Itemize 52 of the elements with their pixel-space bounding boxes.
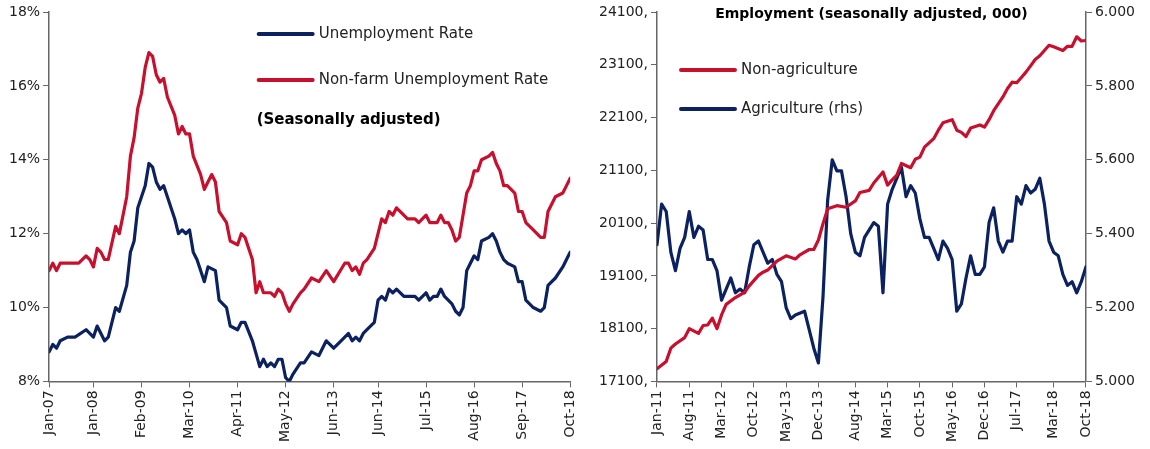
- y-tick-label: 20100,: [598, 213, 648, 230]
- y-tick-label: 21100,: [598, 160, 648, 177]
- chart-title: Employment (seasonally adjusted, 000): [715, 4, 1028, 21]
- x-tick-label: Mar-18: [1044, 390, 1061, 439]
- x-tick-label: Oct-15: [910, 390, 927, 438]
- x-tick-label: Aug-11: [679, 390, 696, 441]
- y2-tick-label: 5.000: [1094, 372, 1136, 389]
- y-tick-label: 18%: [8, 2, 41, 19]
- legend-label: Non-agriculture: [740, 59, 858, 78]
- x-tick-label: Sep-17: [512, 390, 529, 440]
- x-tick-label: Oct-18: [560, 390, 577, 438]
- x-tick-label: Mar-15: [878, 390, 895, 439]
- x-tick-label: May-12: [276, 390, 293, 443]
- y-tick-label: 10%: [8, 298, 41, 315]
- y-tick-label: 12%: [8, 224, 41, 241]
- y-tick-label: 14%: [8, 150, 41, 167]
- x-tick-label: Dec-16: [975, 390, 992, 441]
- y-tick-label: 23100,: [598, 55, 648, 72]
- y-tick-label: 24100,: [598, 2, 648, 19]
- legend-label: Unemployment Rate: [318, 23, 474, 42]
- x-tick-label: Mar-12: [712, 390, 729, 439]
- x-tick-label: May-16: [942, 390, 959, 443]
- y-tick-label: 22100,: [598, 108, 648, 125]
- x-tick-label: Jul-17: [1007, 390, 1024, 432]
- legend-label: Non-farm Unemployment Rate: [318, 69, 549, 88]
- x-tick-label: Oct-12: [744, 390, 761, 438]
- x-tick-label: Jun-14: [368, 390, 385, 437]
- x-tick-label: Apr-11: [228, 390, 245, 437]
- y-tick-label: 18100,: [598, 319, 648, 336]
- x-tick-label: Jan-11: [647, 390, 664, 436]
- x-tick-label: Jun-13: [324, 390, 341, 437]
- y-tick-label: 17100,: [598, 372, 648, 389]
- x-tick-label: Dec-13: [809, 390, 826, 441]
- y2-tick-label: 5.800: [1094, 76, 1136, 93]
- text: (Seasonally adjusted): [256, 109, 441, 128]
- y2-tick-label: 6.000: [1094, 2, 1136, 19]
- x-tick-label: Jan-08: [84, 390, 101, 436]
- x-tick-label: Jan-07: [39, 390, 56, 436]
- y-tick-label: 16%: [8, 76, 41, 93]
- x-tick-label: Feb-09: [132, 390, 149, 439]
- x-tick-label: Jul-15: [416, 390, 433, 432]
- x-tick-label: Aug-16: [464, 390, 481, 441]
- x-tick-label: May-13: [776, 390, 793, 443]
- x-tick-label: Oct-18: [1076, 390, 1093, 438]
- y-tick-label: 19100,: [598, 266, 648, 283]
- y-tick-label: 8%: [17, 372, 41, 389]
- legend-label: Agriculture (rhs): [740, 98, 864, 117]
- y2-tick-label: 5.400: [1094, 224, 1136, 241]
- y2-tick-label: 5.200: [1094, 298, 1136, 315]
- x-tick-label: Aug-14: [845, 390, 862, 441]
- y2-tick-label: 5.600: [1094, 150, 1136, 167]
- x-tick-label: Mar-10: [180, 390, 197, 439]
